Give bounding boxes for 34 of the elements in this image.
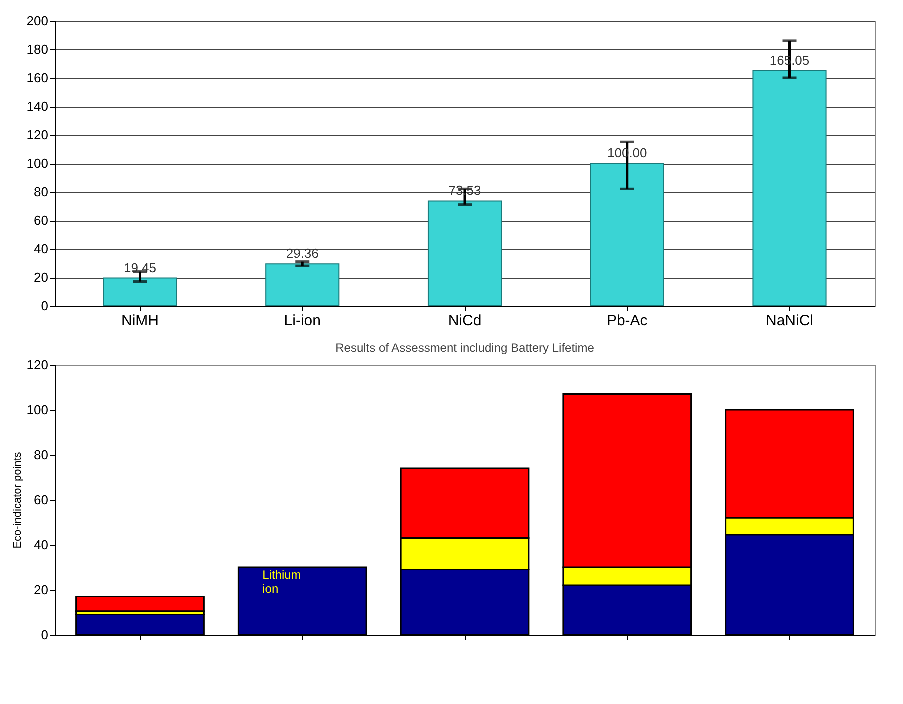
y-tick-label: 0 (41, 628, 48, 642)
y-tick-label: 160 (26, 70, 48, 86)
bar (590, 163, 664, 306)
y-tick-label: 20 (34, 582, 48, 598)
y-tick-label: 100 (26, 156, 48, 171)
y-tick-label: 40 (34, 538, 48, 552)
y-tick-label: 60 (34, 492, 48, 508)
y-tick-label: 80 (34, 184, 48, 200)
x-tick-label: Pb-Ac (606, 312, 648, 330)
y-tick-label: 140 (26, 99, 48, 114)
bar (76, 596, 205, 612)
chart-title: Results of Assessment including Battery Lifetime (336, 341, 595, 355)
y-tick-label: 120 (26, 128, 48, 142)
x-tick-label: NiMH (122, 312, 159, 330)
data-label: 19.45 (124, 260, 157, 276)
y-axis-title: Eco-indicator points (12, 452, 24, 549)
data-label: 29.36 (286, 246, 319, 262)
y-tick-label: 0 (41, 298, 48, 314)
y-tick-label: 200 (26, 14, 48, 28)
y-tick-label: 180 (26, 42, 48, 57)
y-tick-label: 120 (26, 358, 48, 372)
bar (103, 278, 178, 306)
bar (428, 200, 502, 306)
y-tick-label: 100 (26, 402, 48, 418)
annotation: Lithium ion (262, 568, 302, 596)
x-tick-label: NiCd (448, 312, 482, 330)
y-tick-label: 20 (34, 270, 48, 285)
x-tick-label: Li-ion (284, 312, 321, 330)
y-tick-label: 40 (34, 242, 48, 256)
bar (266, 264, 340, 306)
bar (752, 70, 827, 306)
y-tick-label: 60 (34, 213, 48, 228)
x-tick-label: NaNiCl (766, 312, 814, 330)
y-tick-label: 80 (34, 448, 48, 462)
